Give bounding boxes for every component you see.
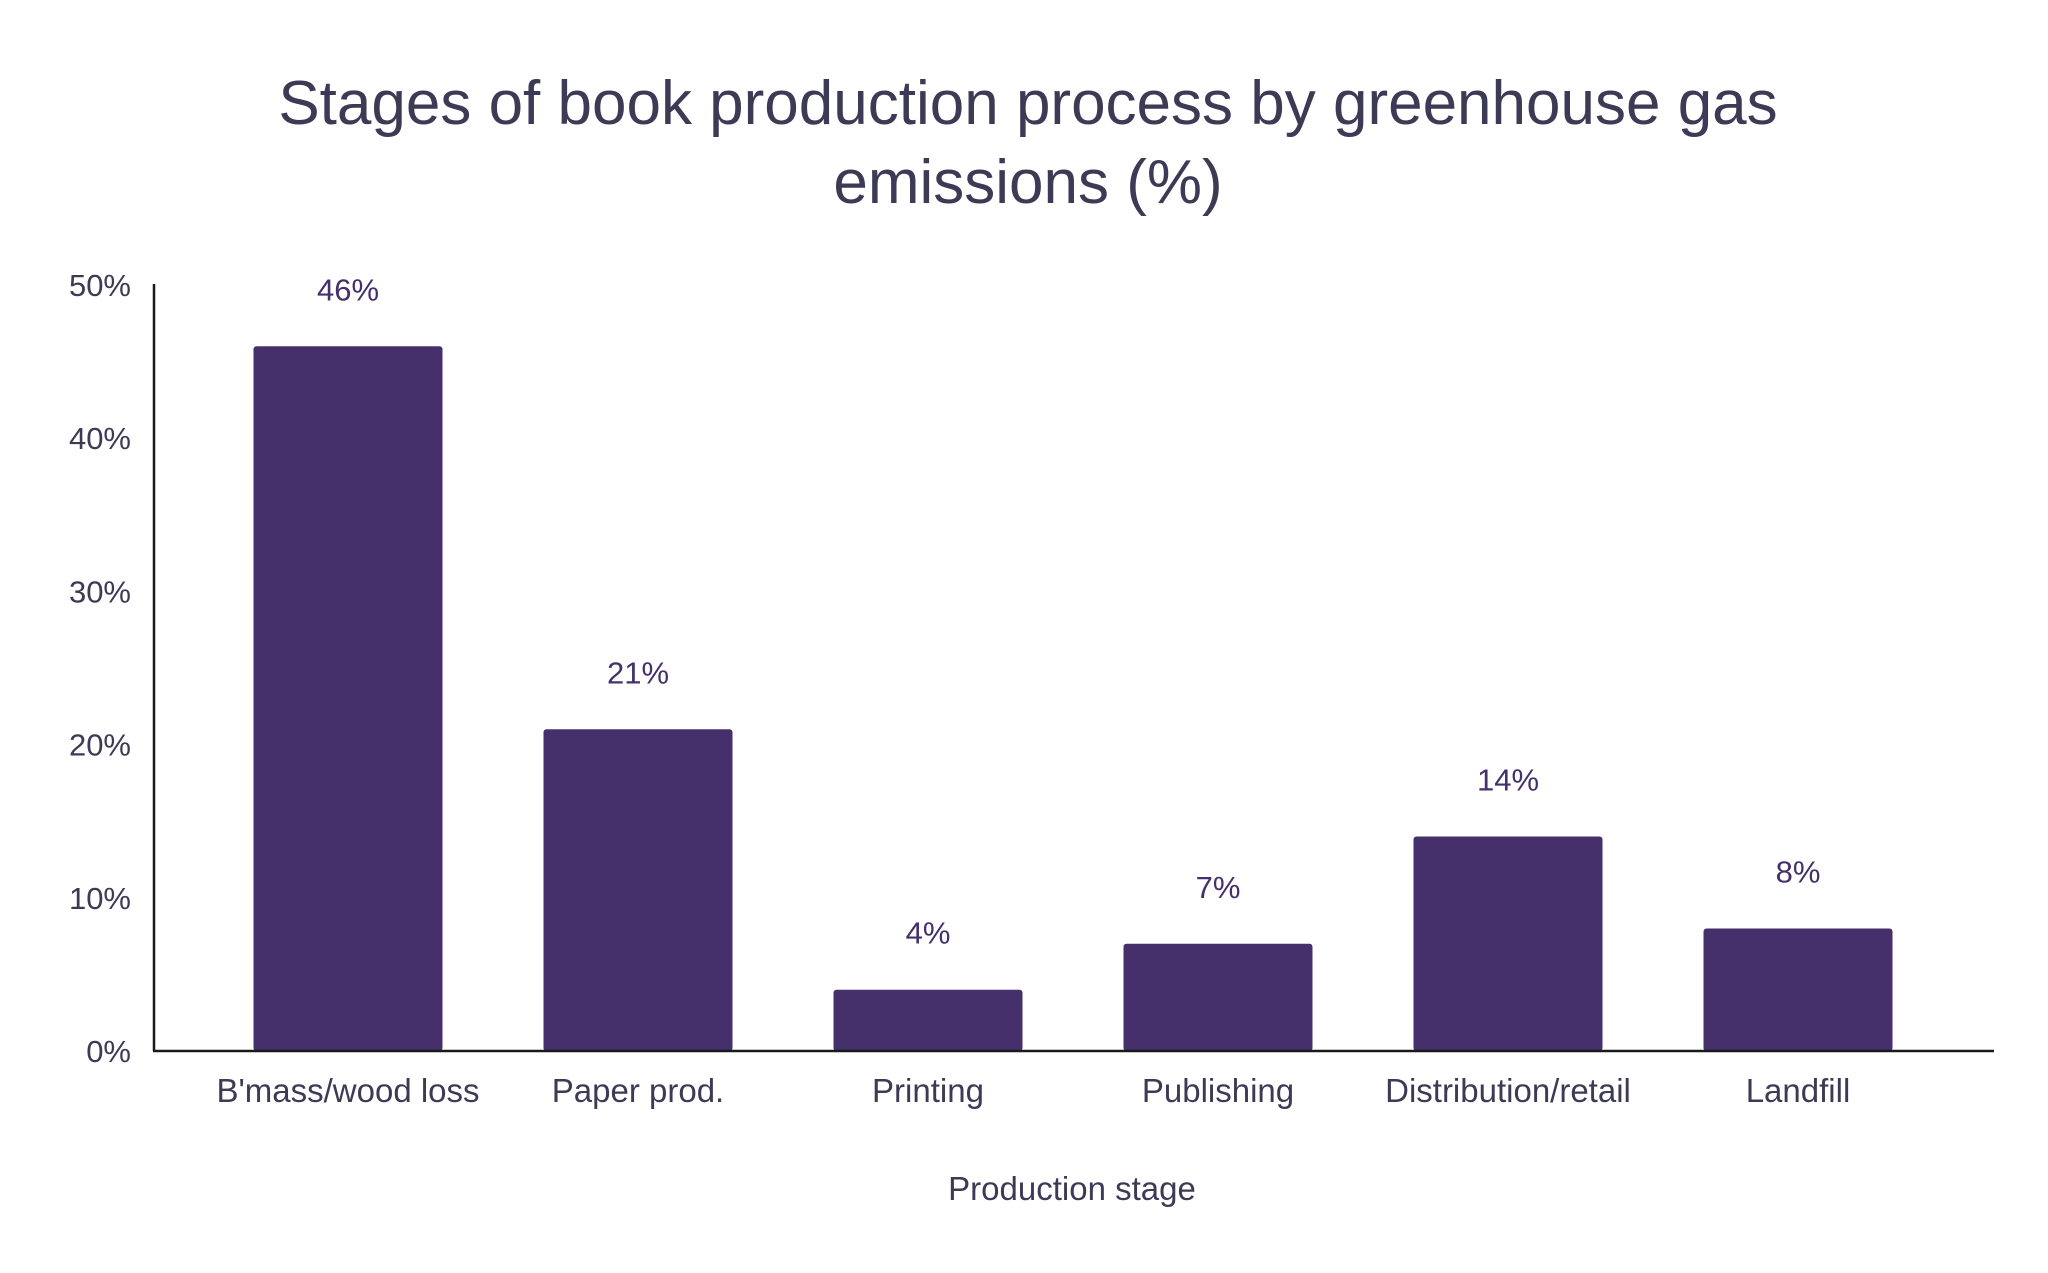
- data-label: 46%: [317, 272, 379, 307]
- data-label: 8%: [1776, 854, 1821, 889]
- bar: [833, 989, 1023, 1051]
- y-tick-label: 50%: [69, 268, 131, 303]
- x-tick-label: Landfill: [1746, 1072, 1851, 1109]
- y-tick-label: 10%: [69, 881, 131, 916]
- y-tick-label: 0%: [86, 1034, 131, 1069]
- y-tick-label: 20%: [69, 728, 131, 763]
- bar: [1703, 928, 1893, 1051]
- bar: [1413, 836, 1603, 1051]
- x-tick-label: Printing: [872, 1072, 984, 1109]
- x-tick-label: Paper prod.: [552, 1072, 724, 1109]
- y-tick-label: 40%: [69, 421, 131, 456]
- data-label: 7%: [1196, 870, 1241, 905]
- y-tick-label: 30%: [69, 574, 131, 609]
- data-label: 4%: [906, 916, 951, 951]
- x-axis-title: Production stage: [948, 1170, 1196, 1207]
- data-label: 21%: [607, 655, 669, 690]
- bar: [543, 729, 733, 1051]
- chart-title-line-1: Stages of book production process by gre…: [278, 69, 1777, 138]
- data-label: 14%: [1477, 763, 1539, 798]
- chart-title-line-2: emissions (%): [833, 148, 1222, 217]
- bar: [1123, 943, 1313, 1051]
- x-tick-label: B'mass/wood loss: [216, 1072, 479, 1109]
- x-tick-label: Distribution/retail: [1385, 1072, 1631, 1109]
- bar: [253, 346, 443, 1051]
- x-tick-label: Publishing: [1142, 1072, 1294, 1109]
